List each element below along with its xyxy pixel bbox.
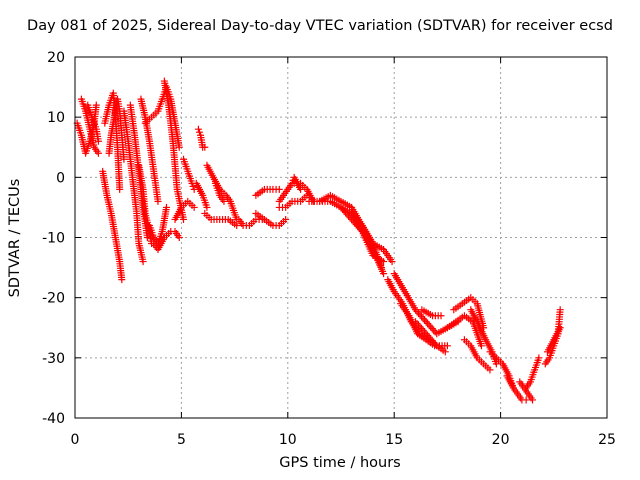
data-point (424, 319, 432, 327)
data-point (411, 318, 419, 326)
data-point (194, 125, 202, 133)
data-point (203, 203, 211, 211)
data-point (437, 312, 445, 320)
y-tick-label: -40 (42, 411, 65, 427)
data-point (189, 182, 197, 190)
data-point (357, 220, 365, 228)
data-point (154, 197, 162, 205)
x-tick-label: 15 (385, 432, 403, 448)
data-point (477, 342, 485, 350)
y-tick-label: -10 (42, 231, 65, 247)
data-point (118, 276, 126, 284)
chart-title: Day 081 of 2025, Sidereal Day-to-day VTE… (27, 18, 613, 34)
data-point (195, 128, 203, 136)
data-point (415, 309, 423, 317)
x-tick-label: 5 (177, 432, 186, 448)
data-point (535, 354, 543, 362)
data-point (233, 221, 241, 229)
data-point (351, 213, 359, 221)
data-point (556, 324, 564, 332)
data-point (143, 234, 151, 241)
data-point (411, 306, 419, 314)
x-axis-label: GPS time / hours (279, 455, 401, 471)
y-tick-label: -20 (42, 291, 65, 307)
data-point (529, 396, 537, 404)
data-point (486, 366, 494, 374)
x-tick-label: 0 (71, 432, 80, 448)
plot-frame (74, 56, 608, 419)
data-point (421, 316, 429, 324)
data-point (175, 234, 183, 241)
data-point (431, 340, 439, 348)
data-point (424, 331, 432, 339)
x-tick-label: 20 (492, 432, 510, 448)
data-point (282, 215, 290, 223)
data-point (419, 326, 427, 334)
data-point (443, 342, 451, 350)
x-tick-label: 10 (279, 432, 297, 448)
data-point (415, 321, 423, 329)
data-point (94, 137, 102, 145)
data-point (413, 307, 421, 315)
data-point (522, 396, 530, 404)
data-point (355, 218, 363, 226)
data-point (297, 185, 305, 193)
data-point (352, 215, 360, 223)
y-axis-label: SDTVAR / TECUs (7, 178, 23, 298)
data-point (416, 323, 424, 331)
data-point (427, 323, 435, 331)
data-point (220, 197, 228, 205)
data-point (92, 101, 100, 109)
data-point (343, 210, 351, 218)
data-point (427, 335, 435, 343)
data-point (348, 209, 356, 217)
data-point (430, 338, 438, 346)
y-tick-label: -30 (42, 351, 65, 367)
y-tick-label: 10 (47, 110, 65, 126)
data-point (116, 185, 124, 193)
data-point (275, 185, 283, 193)
tick-labels: 0 5 10 15 20 25 20 10 0 -10 -20 -30 -40 (42, 50, 616, 448)
grid-lines (75, 57, 607, 418)
data-point (139, 258, 147, 266)
y-tick-label: 20 (47, 50, 65, 66)
data-point (418, 325, 426, 333)
data-point (388, 258, 396, 266)
data-point (380, 258, 388, 266)
data-point (354, 216, 362, 224)
y-tick-label: 0 (56, 170, 65, 186)
data-point (419, 314, 427, 322)
data-point (422, 318, 430, 326)
data-point (425, 333, 433, 341)
data-point (190, 203, 198, 211)
data-point (337, 203, 345, 211)
data-point (492, 360, 500, 368)
data-point (428, 337, 436, 345)
data-point (430, 326, 438, 334)
data-point (180, 215, 188, 223)
data-points (73, 77, 564, 404)
data-point (441, 348, 449, 356)
data-point (380, 270, 388, 278)
x-tick-label: 25 (598, 432, 616, 448)
data-point (175, 143, 183, 151)
data-point (556, 306, 564, 314)
data-point (120, 155, 128, 163)
data-point (342, 209, 350, 217)
data-point (428, 325, 436, 333)
data-point (349, 211, 357, 219)
data-point (418, 313, 426, 321)
data-point (340, 207, 348, 215)
data-point (163, 203, 171, 211)
data-point (425, 321, 433, 329)
data-point (421, 328, 429, 336)
data-point (416, 311, 424, 319)
data-point (413, 319, 421, 327)
data-point (339, 205, 347, 213)
data-point (422, 330, 430, 338)
data-point (94, 149, 102, 157)
data-point (201, 143, 209, 151)
